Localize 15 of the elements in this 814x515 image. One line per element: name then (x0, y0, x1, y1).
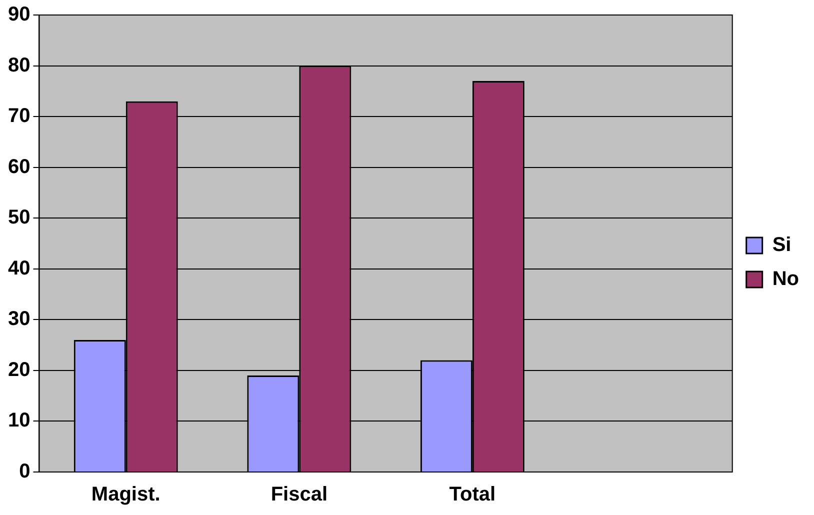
y-tick-label: 0 (19, 460, 30, 483)
y-tick-label: 60 (8, 156, 30, 178)
legend-label: No (772, 268, 800, 290)
y-tick-label: 80 (8, 54, 30, 76)
y-tick-label: 70 (8, 105, 30, 128)
x-tick-label: Magist. (91, 484, 160, 506)
y-tick-label: 20 (8, 358, 30, 381)
y-tick-label: 50 (8, 206, 30, 229)
x-tick-label: Fiscal (270, 484, 328, 506)
y-tick-label: 10 (8, 410, 30, 432)
y-tick-label: 90 (8, 4, 30, 26)
y-tick-label: 40 (8, 257, 30, 280)
y-tick-label: 30 (8, 308, 30, 330)
x-tick-label: Total (449, 484, 496, 506)
legend-label: Si (772, 234, 792, 256)
